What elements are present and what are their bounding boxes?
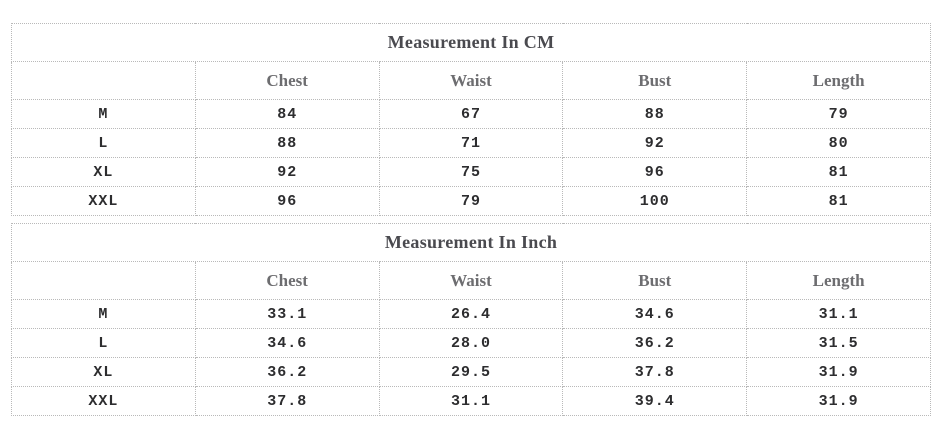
measurement-cell-bust: 96 (562, 157, 748, 187)
column-header-chest: Chest (194, 61, 380, 100)
measurement-cell-waist: 67 (378, 99, 564, 129)
table-header-row: Chest Waist Bust Length (11, 61, 931, 100)
measurement-cell-waist: 31.1 (378, 386, 564, 416)
measurement-cell-bust: 37.8 (562, 357, 748, 387)
table-title-row: Measurement In CM (11, 23, 931, 62)
measurement-cell-length: 81 (746, 157, 931, 187)
measurement-cell-chest: 36.2 (194, 357, 380, 387)
measurement-cell-waist: 79 (378, 186, 564, 216)
column-header-bust: Bust (562, 261, 748, 300)
measurement-cell-length: 81 (746, 186, 931, 216)
measurement-cell-bust: 36.2 (562, 328, 748, 358)
size-label: L (11, 328, 196, 358)
size-label: XL (11, 157, 196, 187)
column-header-chest: Chest (194, 261, 380, 300)
size-label: M (11, 299, 196, 329)
measurement-cell-length: 80 (746, 128, 931, 158)
measurement-cell-chest: 33.1 (194, 299, 380, 329)
measurement-cell-chest: 37.8 (194, 386, 380, 416)
measurement-cell-chest: 92 (194, 157, 380, 187)
table-row-xl: XL 36.2 29.5 37.8 31.9 (11, 357, 931, 387)
table-title-inch: Measurement In Inch (11, 223, 931, 262)
measurement-cell-waist: 71 (378, 128, 564, 158)
table-row-l: L 34.6 28.0 36.2 31.5 (11, 328, 931, 358)
measurement-cell-length: 31.1 (746, 299, 931, 329)
measurement-cell-bust: 88 (562, 99, 748, 129)
measurement-cell-chest: 96 (194, 186, 380, 216)
table-row-m: M 33.1 26.4 34.6 31.1 (11, 299, 931, 329)
measurement-cell-waist: 75 (378, 157, 564, 187)
measurement-cell-chest: 88 (194, 128, 380, 158)
table-title-row: Measurement In Inch (11, 223, 931, 262)
table-row-xl: XL 92 75 96 81 (11, 157, 931, 187)
column-header-waist: Waist (378, 61, 564, 100)
column-header-length: Length (746, 261, 931, 300)
measurement-cell-chest: 84 (194, 99, 380, 129)
measurement-cell-bust: 39.4 (562, 386, 748, 416)
measurement-cell-bust: 92 (562, 128, 748, 158)
measurement-cell-bust: 100 (562, 186, 748, 216)
measurement-cell-length: 31.5 (746, 328, 931, 358)
table-row-l: L 88 71 92 80 (11, 128, 931, 158)
measurement-cell-length: 31.9 (746, 357, 931, 387)
measurement-cell-length: 79 (746, 99, 931, 129)
column-header-size (11, 261, 196, 300)
measurement-cell-waist: 29.5 (378, 357, 564, 387)
size-label: XXL (11, 186, 196, 216)
size-label: L (11, 128, 196, 158)
table-row-xxl: XXL 96 79 100 81 (11, 186, 931, 216)
table-title-cm: Measurement In CM (11, 23, 931, 62)
measurement-cell-bust: 34.6 (562, 299, 748, 329)
measurement-cell-length: 31.9 (746, 386, 931, 416)
measurement-cell-waist: 28.0 (378, 328, 564, 358)
column-header-waist: Waist (378, 261, 564, 300)
measurement-cell-chest: 34.6 (194, 328, 380, 358)
table-row-xxl: XXL 37.8 31.1 39.4 31.9 (11, 386, 931, 416)
table-header-row: Chest Waist Bust Length (11, 261, 931, 300)
size-label: M (11, 99, 196, 129)
measurement-cell-waist: 26.4 (378, 299, 564, 329)
column-header-bust: Bust (562, 61, 748, 100)
table-row-m: M 84 67 88 79 (11, 99, 931, 129)
column-header-size (11, 61, 196, 100)
size-table-cm: Measurement In CM Chest Waist Bust Lengt… (11, 23, 931, 216)
size-label: XXL (11, 386, 196, 416)
column-header-length: Length (746, 61, 931, 100)
size-label: XL (11, 357, 196, 387)
size-table-inch: Measurement In Inch Chest Waist Bust Len… (11, 223, 931, 416)
